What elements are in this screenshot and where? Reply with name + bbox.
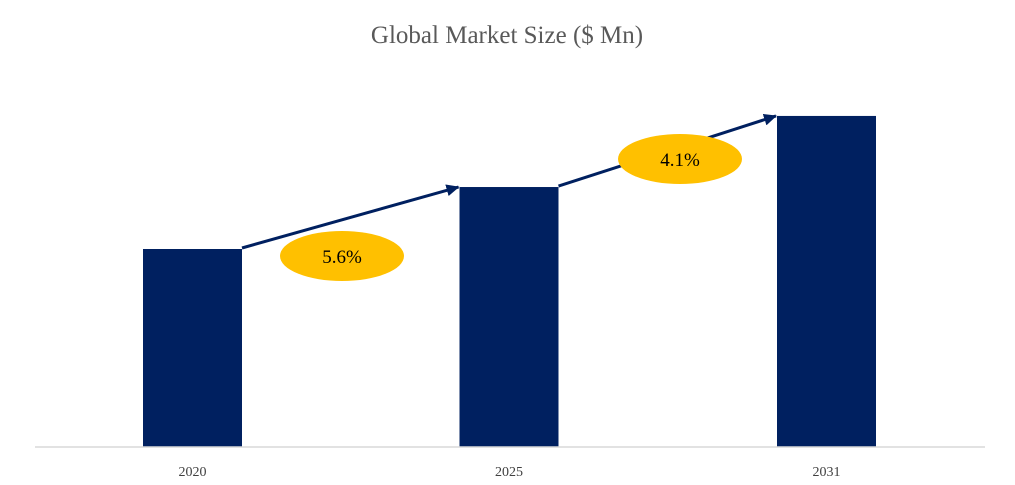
x-tick-label: 2025 xyxy=(495,465,523,480)
cagr-label: 5.6% xyxy=(322,247,362,268)
bar-2031 xyxy=(777,115,876,447)
bar-2025 xyxy=(459,187,559,447)
growth-arrow xyxy=(241,184,460,250)
cagr-badge xyxy=(618,134,742,184)
chart-title: Global Market Size ($ Mn) xyxy=(371,22,643,49)
cagr-badge xyxy=(280,231,404,281)
cagr-label: 4.1% xyxy=(660,150,700,171)
x-tick-label: 2020 xyxy=(179,465,207,480)
bar-2020 xyxy=(143,249,242,447)
x-tick-label: 2031 xyxy=(813,465,841,480)
